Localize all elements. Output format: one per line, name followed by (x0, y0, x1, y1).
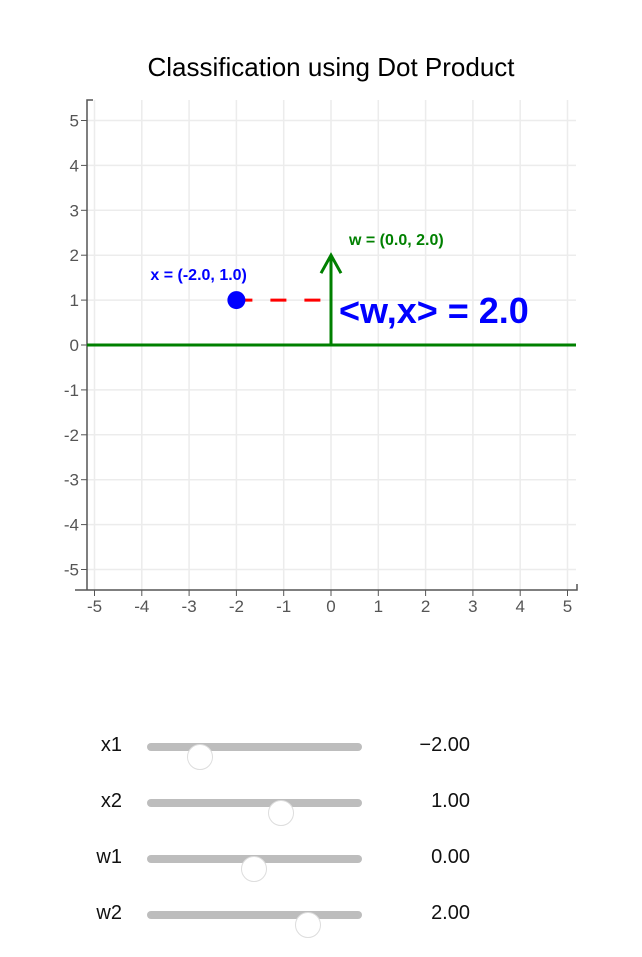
slider-handle[interactable] (187, 744, 213, 770)
x-tick-label: 2 (421, 597, 430, 616)
x-tick-label: 3 (468, 597, 477, 616)
x-tick-label: -5 (87, 597, 102, 616)
slider-label: w1 (96, 846, 122, 868)
slider-label: x1 (100, 734, 122, 756)
slider-w2[interactable] (147, 911, 362, 938)
slider-x1[interactable] (147, 743, 362, 770)
slider-value: 1.00 (431, 790, 470, 812)
x-tick-label: -3 (182, 597, 197, 616)
y-tick-label: -4 (64, 516, 79, 535)
slider-value: 0.00 (431, 846, 470, 868)
x-tick-label: -2 (229, 597, 244, 616)
y-tick-label: -1 (64, 381, 79, 400)
plot-area: 5 4 3 2 1 0 -1 -2 -3 -4 -5 -5 -4 -3 -2 -1 0 1 2 3 4 5 w = (0.0… (64, 99, 578, 616)
arrowhead-icon (319, 252, 343, 274)
x-tick-label: 1 (374, 597, 383, 616)
y-tick-label: -3 (64, 471, 79, 490)
slider-label: w2 (96, 902, 122, 924)
slider-handle[interactable] (295, 912, 321, 938)
y-tick-label: 4 (70, 156, 79, 175)
y-tick-label: 1 (70, 291, 79, 310)
slider-row-x1: x1 −2.00 (0, 732, 642, 770)
chart-title: Classification using Dot Product (147, 52, 515, 82)
slider-x2[interactable] (147, 799, 362, 826)
x-tick-label: -4 (134, 597, 149, 616)
y-tick-label: -2 (64, 426, 79, 445)
x-tick-label: 4 (515, 597, 524, 616)
y-tick-label: -5 (64, 561, 79, 580)
dot-product-label: <w,x> = 2.0 (339, 290, 529, 331)
slider-row-x2: x2 1.00 (0, 788, 642, 826)
point-x-label: x = (-2.0, 1.0) (150, 267, 247, 284)
y-tick-label: 2 (70, 246, 79, 265)
y-tick-label: 0 (70, 336, 79, 355)
vector-w-label: w = (0.0, 2.0) (348, 232, 444, 249)
slider-w1[interactable] (147, 855, 362, 882)
y-axis (86, 99, 93, 590)
slider-value: 2.00 (431, 902, 470, 924)
y-tick-label: 3 (70, 201, 79, 220)
slider-handle[interactable] (241, 856, 267, 882)
slider-handle[interactable] (268, 800, 294, 826)
slider-row-w2: w2 2.00 (0, 900, 642, 938)
x-axis (75, 584, 578, 591)
x-tick-label: 0 (326, 597, 335, 616)
x-tick-label: -1 (276, 597, 291, 616)
x-tick-label: 5 (563, 597, 572, 616)
slider-label: x2 (100, 790, 122, 812)
slider-row-w1: w1 0.00 (0, 844, 642, 882)
slider-value: −2.00 (419, 734, 470, 756)
y-tick-label: 5 (70, 112, 79, 131)
point-x (227, 291, 246, 310)
